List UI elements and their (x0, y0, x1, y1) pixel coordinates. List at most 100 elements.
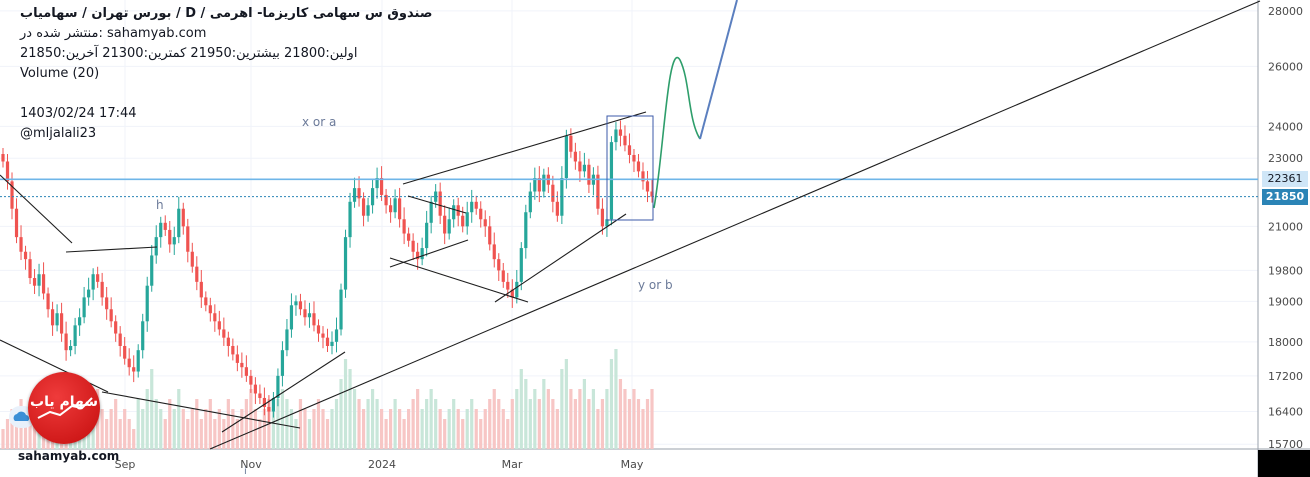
candle-body (461, 215, 465, 227)
candle-body (46, 293, 50, 310)
candle-body (618, 129, 623, 136)
sahamyab-logo: سهام یاب (28, 372, 100, 444)
candle-body (100, 281, 104, 298)
candle-body (303, 309, 307, 318)
volume-bar (118, 419, 122, 449)
volume-bar (641, 409, 645, 449)
candle-body (294, 301, 298, 306)
x-tick-label: 2024 (368, 458, 396, 471)
candle-body (379, 178, 384, 195)
y-tick-label: 26000 (1268, 60, 1303, 73)
candle-body (213, 313, 217, 322)
volume-bar (407, 409, 411, 449)
candle-body (136, 350, 140, 372)
candle-body (641, 171, 645, 182)
volume-bar (141, 409, 145, 449)
volume-bar (632, 389, 636, 449)
channel-bottom-line (494, 213, 627, 303)
candle-body (41, 274, 46, 294)
trendline-drawing (65, 246, 158, 253)
volume-bar (492, 389, 496, 449)
volume-bar (366, 399, 370, 449)
volume-bar (325, 419, 330, 449)
volume-bar (384, 419, 388, 449)
volume-bar (28, 419, 32, 449)
volume-bar (555, 409, 559, 449)
volume-bar (618, 379, 623, 449)
volume-bar (105, 419, 109, 449)
volume-bar (488, 399, 492, 449)
price-level-label: 22361 (1262, 171, 1308, 188)
candle-body (91, 274, 95, 290)
candle-body (96, 274, 100, 282)
candle-body (267, 406, 271, 412)
candle-body (352, 188, 357, 202)
volume-bar (497, 399, 501, 449)
candle-body (357, 188, 361, 199)
volume-bar (398, 409, 402, 449)
candle-body (339, 289, 343, 330)
candle-body (573, 151, 577, 162)
candle-body (510, 289, 514, 298)
y-tick-label: 19000 (1268, 295, 1303, 308)
volume-bar (204, 409, 208, 449)
candle-body (348, 201, 352, 238)
trendline-drawing (407, 195, 467, 214)
candle-body (416, 251, 420, 260)
chart-title: صندوق س سهامی کاریزما- اهرمی / D / بورس … (20, 6, 433, 21)
volume-bar (461, 419, 465, 449)
annotation-h: h (156, 198, 164, 212)
candle-body (177, 208, 181, 238)
volume-bar (551, 399, 555, 449)
candle-body (492, 244, 496, 260)
candle-body (402, 219, 406, 234)
volume-bar (605, 389, 609, 449)
volume-bar (627, 399, 632, 449)
candle-body (443, 215, 447, 234)
candle-body (470, 201, 474, 213)
trendline-drawing (389, 239, 469, 268)
volume-bar (172, 409, 176, 449)
last-price-label: 21850 (1262, 188, 1308, 205)
candle-body (551, 184, 555, 202)
candle-body (384, 194, 388, 206)
volume-bar (150, 369, 154, 449)
x-tick-label: May (621, 458, 644, 471)
volume-bar (262, 409, 267, 449)
candle-body (262, 397, 267, 407)
candle-body (159, 222, 163, 238)
candle-body (240, 362, 244, 368)
volume-bar (316, 399, 321, 449)
volume-bar (474, 409, 478, 449)
candle-body (528, 191, 532, 213)
candle-body (596, 174, 600, 209)
channel-top-line (402, 111, 647, 185)
volume-bar (569, 389, 573, 449)
volume-bar (330, 409, 334, 449)
volume-bar (5, 419, 10, 449)
candle-body (506, 281, 510, 290)
candle-body (154, 237, 158, 256)
candle-body (411, 240, 415, 252)
volume-bar (195, 399, 199, 449)
candle-body (420, 248, 424, 260)
logo-text: سهام یاب (30, 394, 98, 410)
candle-body (501, 270, 505, 282)
ohlc-readout: اولین:21800 بیشترین:21950 کمترین:21300 آ… (20, 46, 358, 61)
volume-bar (303, 409, 307, 449)
volume-indicator-label[interactable]: Volume (20) (20, 66, 100, 81)
candle-body (1, 154, 5, 162)
candle-body (524, 212, 528, 249)
candle-body (226, 337, 230, 346)
volume-bar (312, 409, 316, 449)
candle-body (321, 333, 325, 338)
candle-body (59, 313, 64, 334)
candle-body (199, 281, 203, 298)
volume-bar (420, 409, 424, 449)
volume-bar (429, 389, 433, 449)
candle-body (5, 161, 10, 182)
volume-bar (560, 369, 564, 449)
candle-body (249, 375, 253, 385)
candle-body (298, 301, 303, 310)
